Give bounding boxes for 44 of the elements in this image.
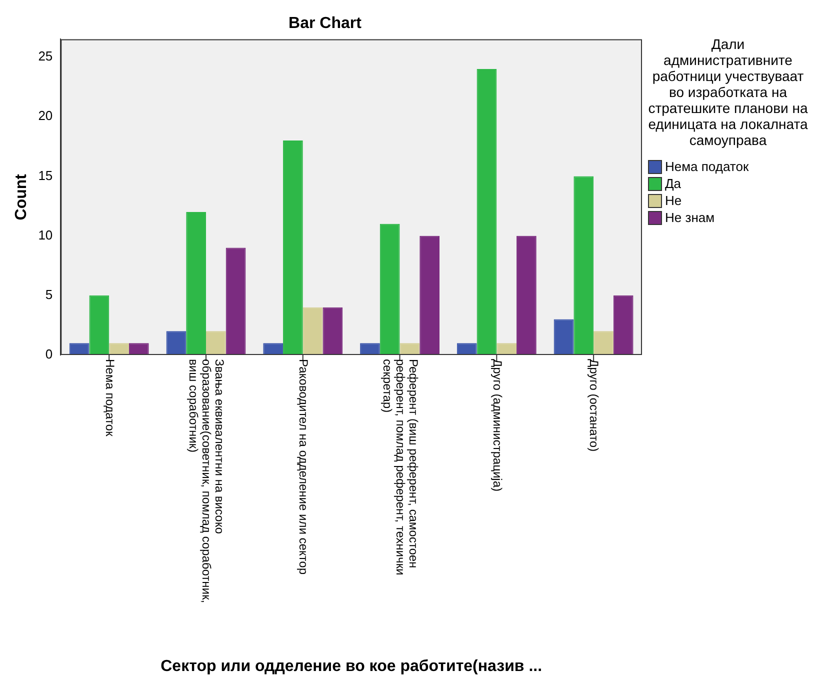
- x-tick-label: Звања еквивалентни на високо образование(советник, помлад соработник, виш соработник): [186, 359, 227, 604]
- x-tick-label: Друго (останато): [587, 359, 602, 452]
- bar: [283, 140, 303, 355]
- bar: [89, 295, 110, 355]
- bar: [380, 224, 400, 355]
- y-tick-label: 5: [45, 286, 53, 302]
- bar: [594, 331, 614, 355]
- bar: [69, 343, 90, 355]
- legend-label: Нема податок: [665, 158, 749, 175]
- bar: [420, 236, 440, 355]
- x-tick-label: Друго (администрација): [490, 359, 504, 492]
- bar: [476, 68, 497, 355]
- y-tick-label: 0: [45, 346, 53, 362]
- legend-label: Да: [665, 175, 682, 192]
- x-tick-label: Раководител на одделение или сектор: [296, 359, 311, 575]
- bar: [206, 331, 226, 355]
- legend-title: Дали административните работници учествуваат во изработката на стратешките планови на единицата на локалната самоуправа: [648, 36, 808, 148]
- legend-label: Не знам: [665, 209, 715, 226]
- y-tick-label: 25: [38, 48, 53, 64]
- bar: [263, 343, 284, 355]
- legend-label: Не: [665, 192, 682, 209]
- y-tick-label: 10: [38, 227, 53, 242]
- x-axis-title: Сектор или одделение во кое работите(назив ...: [160, 658, 542, 675]
- bar: [456, 343, 477, 355]
- bar: [226, 248, 246, 355]
- bar: [186, 212, 206, 355]
- bar: [322, 307, 343, 355]
- bar: [516, 236, 536, 355]
- y-tick-label: 15: [38, 168, 53, 183]
- bar: [166, 331, 186, 355]
- x-tick-label: Нема податок: [102, 359, 117, 437]
- y-tick-label: 20: [38, 108, 53, 124]
- bar: [574, 176, 594, 355]
- bar: [613, 295, 634, 355]
- x-tick-label: Референт (виш референт, самостоен референт, помлад референт, технички секретар): [380, 359, 420, 576]
- bar: [400, 343, 420, 355]
- bar: [109, 343, 129, 355]
- bar: [496, 343, 517, 355]
- chart-title: Bar Chart: [288, 15, 362, 32]
- bar: [554, 319, 574, 355]
- y-axis-title: Count: [13, 173, 30, 220]
- bar: [128, 343, 149, 355]
- bar: [302, 307, 323, 355]
- bar: [360, 343, 380, 355]
